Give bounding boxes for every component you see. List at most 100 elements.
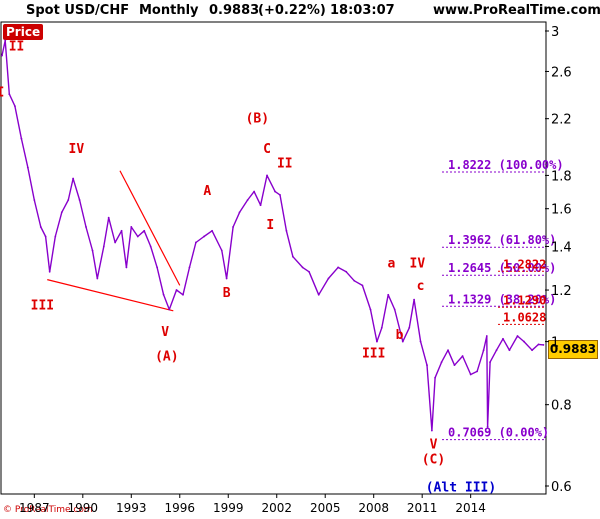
series-point-65 <box>426 364 428 367</box>
series-point-28 <box>162 293 165 296</box>
series-point-79 <box>502 337 504 340</box>
series-point-68 <box>440 361 443 364</box>
series-point-81 <box>516 335 519 337</box>
series-point-55 <box>361 284 364 287</box>
y-tick-label-9: 0.6 <box>551 480 572 495</box>
series-point-1 <box>4 39 7 42</box>
series-layer <box>1 39 545 432</box>
series-point-80 <box>508 349 511 352</box>
wave-label-0: II <box>9 40 25 55</box>
series-point-31 <box>182 293 184 296</box>
series-point-56 <box>369 308 372 311</box>
series-point-57 <box>376 340 378 343</box>
fib-label-2: 1.2645 (50.00%) <box>448 261 556 275</box>
series-point-25 <box>143 229 146 232</box>
site-link[interactable]: www.ProRealTime.com <box>433 3 600 18</box>
x-tick-label-7: 2008 <box>358 501 389 515</box>
series-point-48 <box>301 266 304 269</box>
fib-label-0: 1.8222 (100.00%) <box>448 158 564 172</box>
series-point-19 <box>107 216 110 219</box>
wave-label-8: (B) <box>246 112 269 127</box>
series-line-0 <box>1 39 544 432</box>
x-tick-label-5: 2002 <box>261 501 292 515</box>
series-point-51 <box>327 277 330 280</box>
x-axis: 1987 1990 1993 1996 1999 2002 2005 2008 2011 2014 <box>19 494 486 515</box>
wave-label-15: b <box>396 328 404 343</box>
series-point-17 <box>96 277 99 280</box>
symbol-title: Spot USD/CHF <box>26 3 130 18</box>
series-point-44 <box>274 190 277 193</box>
series-point-34 <box>203 235 205 238</box>
y-tick-label-1: 2.6 <box>551 65 572 80</box>
series-point-42 <box>259 204 262 207</box>
series-point-4 <box>20 137 23 140</box>
series-point-21 <box>120 229 123 232</box>
series-point-85 <box>542 344 545 346</box>
y-tick-label-8: 0.8 <box>551 399 572 414</box>
wave-label-1: I <box>0 85 4 100</box>
alt-wave-label: (Alt III) <box>426 480 496 495</box>
series-point-2 <box>8 93 11 95</box>
red-level-label-0: 1.2822 <box>503 257 546 271</box>
series-point-72 <box>469 373 472 376</box>
series-point-38 <box>232 226 234 228</box>
series-point-15 <box>85 226 87 228</box>
wave-label-18: (C) <box>422 452 445 467</box>
series-point-29 <box>168 308 171 311</box>
header-change: (+0.22%) <box>258 3 326 18</box>
series-point-67 <box>434 376 437 379</box>
x-tick-label-2: 1993 <box>116 501 147 515</box>
wave-label-6: A <box>203 184 211 199</box>
x-tick-label-4: 1999 <box>213 501 244 515</box>
series-point-60 <box>393 308 396 311</box>
series-point-9 <box>48 270 51 273</box>
wave-label-14: c <box>417 279 425 294</box>
red-level-label-2: 1.0628 <box>503 310 546 324</box>
series-point-26 <box>149 245 152 248</box>
x-tick-label-9: 2014 <box>455 501 486 515</box>
x-tick-label-8: 2011 <box>407 501 438 515</box>
y-tick-label-4: 1.6 <box>551 203 572 218</box>
series-point-78 <box>495 349 498 352</box>
series-point-54 <box>353 279 356 282</box>
y-axis: 3 2.6 2.2 1.8 1.6 1.4 1.2 1 0.8 0.6 <box>545 25 572 495</box>
series-point-74 <box>482 349 485 352</box>
period-label: Monthly <box>139 3 199 18</box>
series-point-10 <box>54 235 57 238</box>
series-point-37 <box>225 277 228 280</box>
wave-label-11: I <box>266 218 274 233</box>
series-point-69 <box>447 349 449 352</box>
series-point-71 <box>461 355 464 357</box>
series-point-83 <box>531 349 533 352</box>
series-point-82 <box>523 340 525 343</box>
trendline-0 <box>47 279 174 312</box>
series-point-52 <box>337 266 340 269</box>
series-point-27 <box>156 266 159 269</box>
plot-frame <box>0 21 547 495</box>
series-point-66 <box>430 429 433 432</box>
series-point-30 <box>175 289 178 291</box>
wave-label-12: a <box>388 256 396 271</box>
series-point-7 <box>39 226 42 228</box>
wave-label-17: V <box>430 438 438 453</box>
series-point-18 <box>102 245 105 248</box>
series-point-22 <box>125 266 128 269</box>
header-time: 18:03:07 <box>330 3 395 18</box>
series-point-39 <box>238 211 241 214</box>
x-tick-label-6: 2005 <box>310 501 341 515</box>
wave-label-10: II <box>277 157 293 172</box>
series-point-84 <box>537 343 540 346</box>
series-point-62 <box>408 326 411 329</box>
trendline-layer <box>47 170 181 312</box>
series-point-32 <box>188 266 191 269</box>
y-tick-label-5: 1.4 <box>551 240 572 255</box>
series-point-59 <box>387 293 390 296</box>
series-point-8 <box>44 235 47 238</box>
wave-label-9: C <box>263 142 271 157</box>
series-point-36 <box>220 249 223 252</box>
x-tick-label-0: 1987 <box>19 501 50 515</box>
y-tick-label-3: 1.8 <box>551 169 572 184</box>
copyright-notice: © ProRealTime.com <box>3 505 93 515</box>
